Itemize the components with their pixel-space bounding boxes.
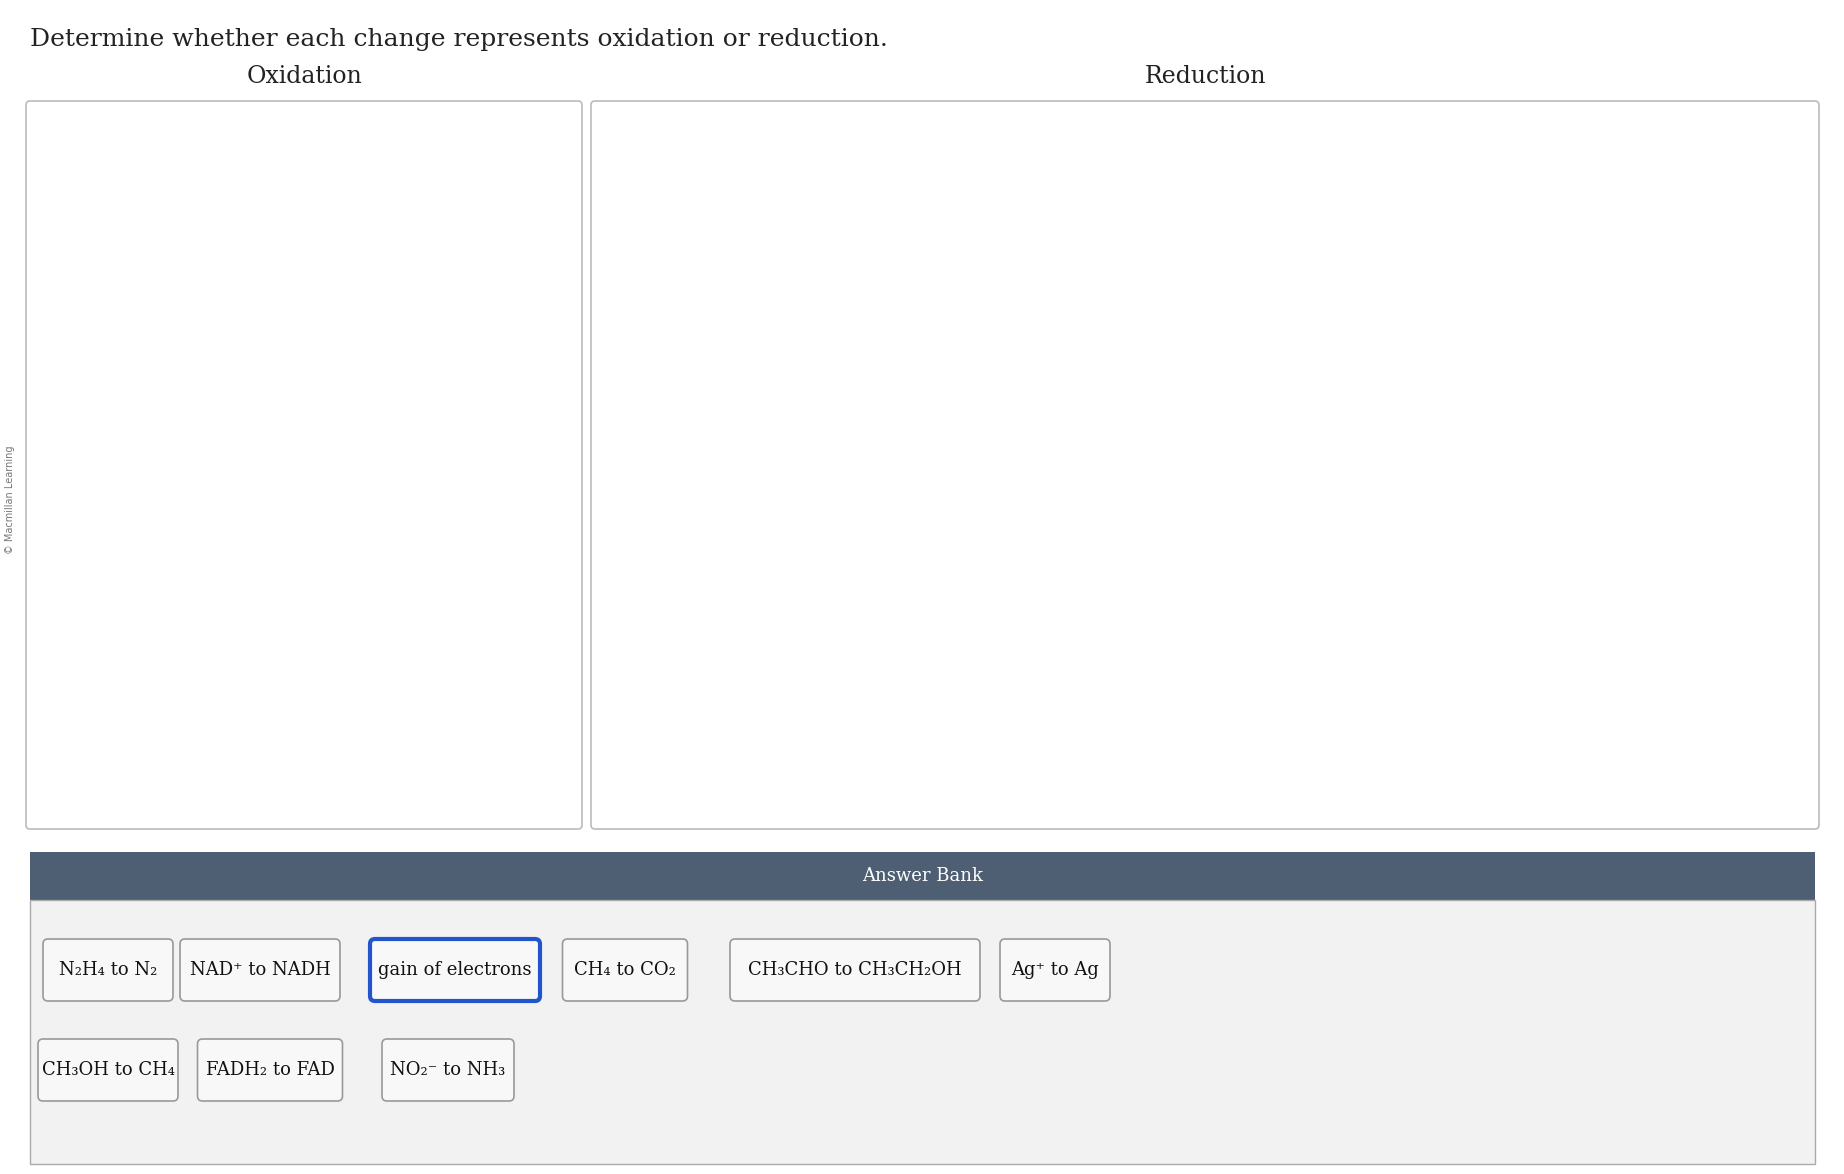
Text: Oxidation: Oxidation bbox=[245, 65, 361, 88]
FancyBboxPatch shape bbox=[26, 101, 583, 829]
Text: gain of electrons: gain of electrons bbox=[378, 962, 531, 979]
FancyBboxPatch shape bbox=[730, 939, 979, 1001]
Text: © Macmillan Learning: © Macmillan Learning bbox=[6, 446, 15, 554]
Text: Determine whether each change represents oxidation or reduction.: Determine whether each change represents… bbox=[30, 28, 887, 50]
Text: CH₃OH to CH₄: CH₃OH to CH₄ bbox=[42, 1061, 175, 1079]
FancyBboxPatch shape bbox=[42, 939, 173, 1001]
FancyBboxPatch shape bbox=[181, 939, 339, 1001]
Text: Answer Bank: Answer Bank bbox=[861, 868, 983, 885]
FancyBboxPatch shape bbox=[382, 1039, 514, 1101]
Text: NO₂⁻ to NH₃: NO₂⁻ to NH₃ bbox=[391, 1061, 505, 1079]
FancyBboxPatch shape bbox=[590, 101, 1818, 829]
Text: Reduction: Reduction bbox=[1145, 65, 1265, 88]
FancyBboxPatch shape bbox=[39, 1039, 179, 1101]
FancyBboxPatch shape bbox=[371, 939, 540, 1001]
Text: N₂H₄ to N₂: N₂H₄ to N₂ bbox=[59, 962, 157, 979]
FancyBboxPatch shape bbox=[562, 939, 688, 1001]
FancyBboxPatch shape bbox=[197, 1039, 343, 1101]
Bar bbox=[30, 852, 1814, 900]
FancyBboxPatch shape bbox=[999, 939, 1110, 1001]
Text: Ag⁺ to Ag: Ag⁺ to Ag bbox=[1011, 962, 1099, 979]
Text: NAD⁺ to NADH: NAD⁺ to NADH bbox=[190, 962, 330, 979]
Text: CH₃CHO to CH₃CH₂OH: CH₃CHO to CH₃CH₂OH bbox=[749, 962, 963, 979]
Bar bbox=[30, 900, 1814, 1163]
Text: FADH₂ to FAD: FADH₂ to FAD bbox=[205, 1061, 334, 1079]
Text: CH₄ to CO₂: CH₄ to CO₂ bbox=[573, 962, 677, 979]
